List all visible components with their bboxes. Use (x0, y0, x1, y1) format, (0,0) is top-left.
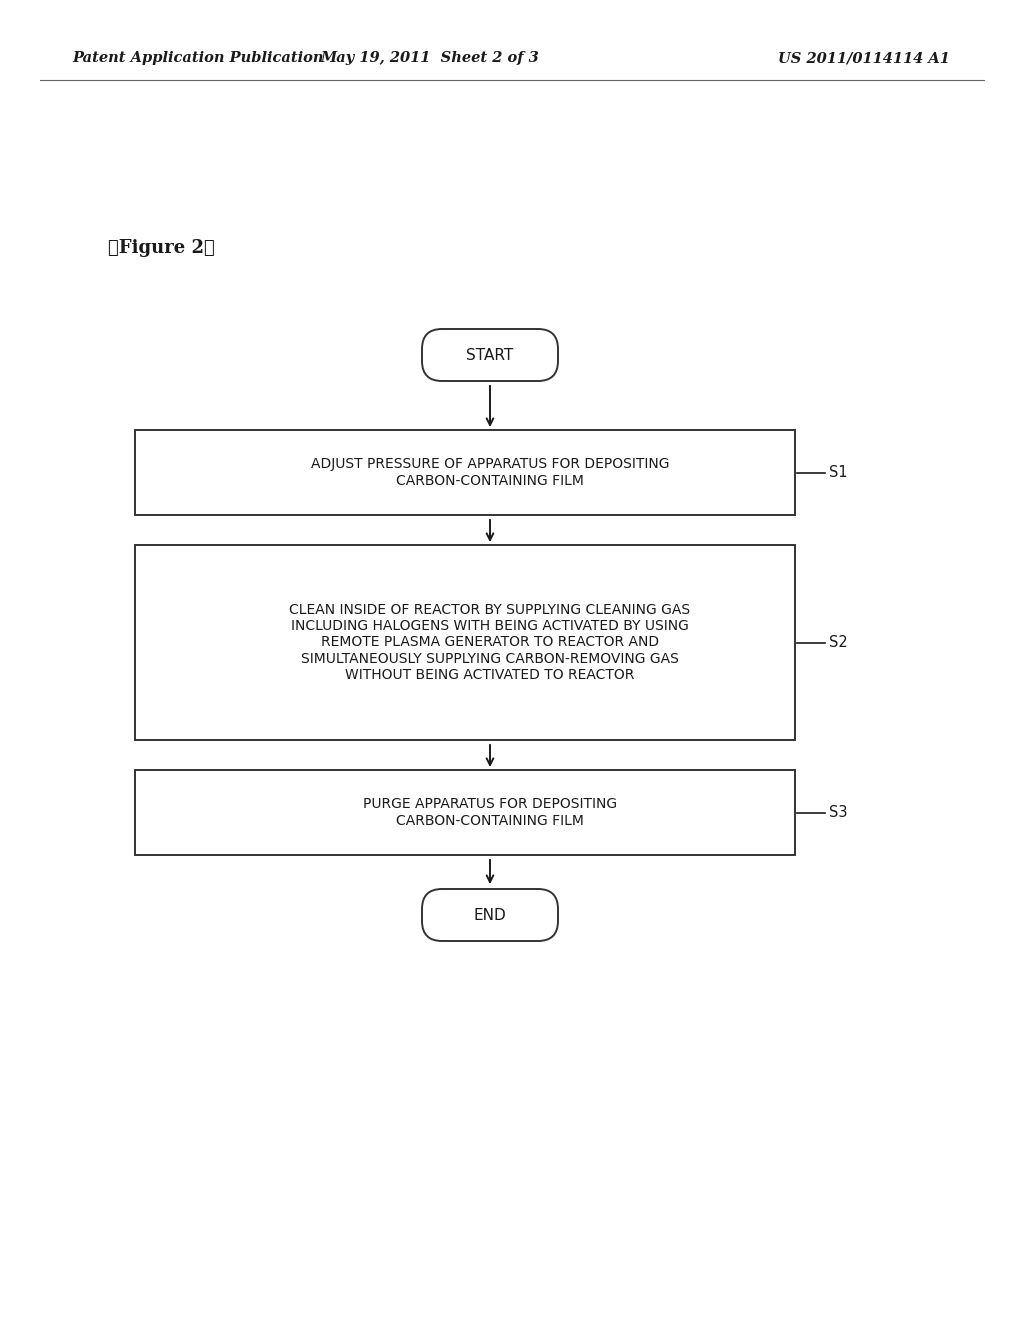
Text: PURGE APPARATUS FOR DEPOSITING
CARBON-CONTAINING FILM: PURGE APPARATUS FOR DEPOSITING CARBON-CO… (362, 797, 617, 828)
FancyBboxPatch shape (422, 329, 558, 381)
Text: 『Figure 2』: 『Figure 2』 (108, 239, 215, 257)
Text: START: START (466, 347, 514, 363)
FancyBboxPatch shape (135, 770, 795, 855)
Text: S2: S2 (829, 635, 848, 649)
FancyBboxPatch shape (422, 888, 558, 941)
Text: US 2011/0114114 A1: US 2011/0114114 A1 (778, 51, 950, 65)
Text: S1: S1 (829, 465, 848, 480)
Text: Patent Application Publication: Patent Application Publication (72, 51, 324, 65)
Text: May 19, 2011  Sheet 2 of 3: May 19, 2011 Sheet 2 of 3 (321, 51, 540, 65)
Text: ADJUST PRESSURE OF APPARATUS FOR DEPOSITING
CARBON-CONTAINING FILM: ADJUST PRESSURE OF APPARATUS FOR DEPOSIT… (310, 458, 670, 487)
FancyBboxPatch shape (135, 430, 795, 515)
Text: S3: S3 (829, 805, 848, 820)
Text: CLEAN INSIDE OF REACTOR BY SUPPLYING CLEANING GAS
INCLUDING HALOGENS WITH BEING : CLEAN INSIDE OF REACTOR BY SUPPLYING CLE… (290, 603, 690, 682)
Text: END: END (474, 908, 507, 923)
FancyBboxPatch shape (135, 545, 795, 741)
